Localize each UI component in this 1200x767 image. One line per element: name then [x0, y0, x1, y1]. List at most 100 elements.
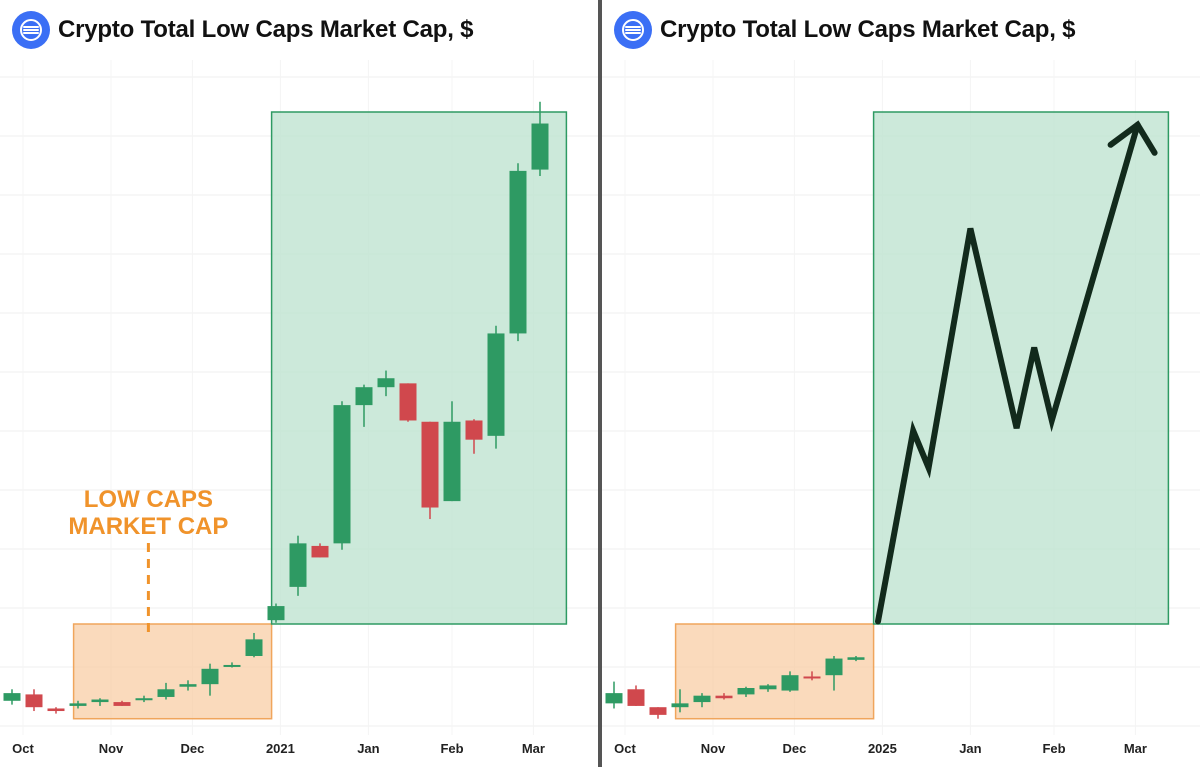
bullish-candle	[487, 325, 505, 449]
candle-body	[509, 170, 527, 334]
bullish-candle	[91, 698, 109, 706]
x-tick-label: Oct	[12, 741, 34, 756]
accumulation-range-box	[72, 623, 273, 720]
candle-body	[355, 387, 373, 406]
candle-body	[25, 694, 43, 708]
candle-body	[267, 606, 285, 621]
bullish-candle	[69, 700, 87, 709]
right-chart-header: Crypto Total Low Caps Market Cap, $	[614, 10, 1075, 50]
bullish-candle	[825, 656, 843, 691]
x-tick-label: Nov	[701, 741, 726, 756]
x-tick-label: Feb	[1042, 741, 1065, 756]
bearish-candle	[649, 707, 667, 719]
bullish-candle	[289, 535, 307, 596]
left-chart-panel: LOW CAPS MARKET CAP Oct Nov Dec 2021 Jan Feb Mar…	[0, 0, 598, 767]
candle-body	[605, 693, 623, 704]
candle-body	[825, 658, 843, 676]
candle-body	[377, 378, 395, 388]
candle-body	[737, 688, 755, 695]
bullish-candle	[671, 689, 689, 713]
bullish-candle	[759, 684, 777, 692]
bullish-candle	[135, 695, 153, 703]
bearish-candle	[421, 421, 439, 520]
annotation-label: MARKET CAP	[68, 513, 228, 540]
annotation-label: LOW CAPS	[84, 486, 213, 513]
x-tick-label: Dec	[782, 741, 806, 756]
bearish-candle	[113, 700, 131, 706]
candle-body	[421, 421, 439, 508]
bearish-candle	[311, 543, 329, 558]
panel-divider	[598, 0, 602, 767]
candle-body	[649, 707, 667, 715]
x-tick-label: Nov	[99, 741, 124, 756]
bullish-candle	[693, 693, 711, 708]
bearish-candle	[399, 383, 417, 422]
candle-body	[715, 695, 733, 699]
bearish-candle	[465, 419, 483, 454]
bullish-candle	[333, 401, 351, 550]
candle-body	[465, 420, 483, 440]
bullish-candle	[267, 603, 285, 623]
x-tick-label: Jan	[959, 741, 981, 756]
candle-body	[91, 699, 109, 703]
candle-body	[759, 685, 777, 690]
candle-body	[289, 543, 307, 587]
bullish-candle	[355, 384, 373, 427]
bullish-candle	[3, 689, 21, 705]
signal-waves-icon	[614, 11, 652, 49]
bearish-candle	[47, 707, 65, 714]
right-chart-panel: Oct Nov Dec 2025 Jan Feb Mar Crypto Total Low …	[602, 0, 1200, 767]
bullish-candle	[179, 680, 197, 691]
candle-body	[179, 684, 197, 687]
bullish-candle	[781, 671, 799, 692]
candle-body	[157, 689, 175, 697]
bearish-candle	[715, 693, 733, 700]
bearish-candle	[627, 685, 645, 706]
right-candlestick-chart: Oct Nov Dec 2025 Jan Feb Mar	[602, 60, 1200, 756]
x-tick-label: Mar	[1124, 741, 1147, 756]
candle-body	[69, 703, 87, 706]
candle-body	[693, 695, 711, 703]
bearish-candle	[803, 671, 821, 681]
candle-body	[113, 702, 131, 706]
candle-body	[671, 703, 689, 708]
chart-title: Crypto Total Low Caps Market Cap, $	[58, 16, 474, 43]
candle-body	[3, 693, 21, 701]
bullish-candle	[443, 401, 461, 502]
bullish-candle	[737, 686, 755, 697]
candle-body	[311, 545, 329, 558]
candle-body	[803, 676, 821, 679]
candle-body	[399, 383, 417, 421]
candle-body	[443, 421, 461, 502]
candle-body	[487, 333, 505, 436]
signal-waves-icon	[12, 11, 50, 49]
candle-body	[847, 657, 865, 660]
x-tick-label: 2021	[266, 741, 295, 756]
accumulation-range-box	[674, 623, 875, 720]
x-tick-label: Dec	[180, 741, 204, 756]
candle-body	[47, 708, 65, 712]
candle-body	[223, 664, 241, 667]
x-tick-label: Oct	[614, 741, 636, 756]
left-chart-header: Crypto Total Low Caps Market Cap, $	[12, 10, 473, 50]
projection-line	[875, 121, 1141, 625]
bullish-candle	[245, 632, 263, 658]
bullish-candle	[509, 163, 527, 342]
bullish-candle	[201, 663, 219, 696]
projection-arrowhead	[1107, 120, 1158, 156]
bullish-candle	[157, 682, 175, 700]
candle-body	[627, 689, 645, 706]
candle-body	[245, 639, 263, 656]
x-tick-label: Feb	[440, 741, 463, 756]
bearish-candle	[25, 689, 43, 712]
candle-body	[781, 675, 799, 691]
bullish-candle	[605, 681, 623, 709]
chart-title: Crypto Total Low Caps Market Cap, $	[660, 16, 1076, 43]
candle-body	[531, 123, 549, 170]
candle-body	[135, 698, 153, 701]
bullish-candle	[223, 662, 241, 668]
x-tick-label: Jan	[357, 741, 379, 756]
bullish-candle	[377, 370, 395, 397]
